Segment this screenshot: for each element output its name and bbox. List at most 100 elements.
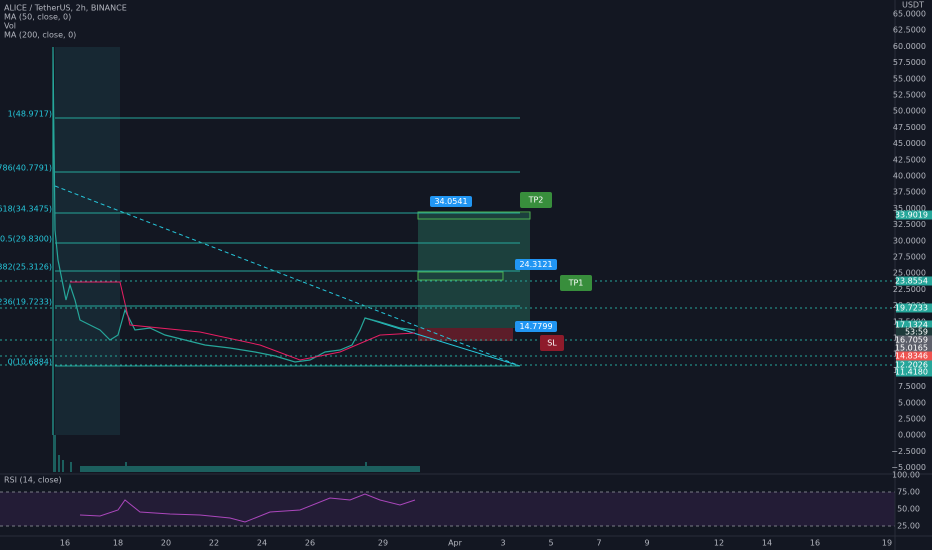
price-label: 30.0000: [893, 236, 926, 245]
date-label: 16: [60, 539, 70, 548]
price-tag: 53:59: [905, 328, 928, 337]
price-tag-bg: [896, 320, 932, 330]
annotation: TP1: [568, 279, 584, 288]
price-label: 5.0000: [898, 398, 926, 407]
date-label: 9: [644, 539, 649, 548]
price-label: 62.5000: [893, 26, 926, 35]
price-tag: 11.4180: [895, 368, 928, 377]
price-label: 50.0000: [893, 107, 926, 116]
date-label: 5: [548, 539, 553, 548]
symbol: ALICE / TetherUS, 2h, BINANCE: [4, 4, 127, 13]
price-line: [52, 46, 416, 435]
date-label: 14: [762, 539, 772, 548]
fib-label: 0.786(40.7791): [0, 164, 52, 173]
rsi-label: 75.00: [897, 488, 920, 497]
fib-label: 0.618(34.3475): [0, 205, 52, 214]
annotation-bg: [520, 192, 552, 208]
indicator: Vol: [4, 22, 16, 31]
price-tag-bg: [896, 327, 932, 337]
indicator: MA (200, close, 0): [4, 31, 76, 40]
price-label: 22.5000: [893, 285, 926, 294]
date-label: 24: [257, 539, 267, 548]
date-label: 3: [500, 539, 505, 548]
annotation: 24.3121: [519, 260, 552, 269]
fib-label: 0.5(29.8300): [0, 235, 52, 244]
date-label: 16: [810, 539, 820, 548]
date-label: 12: [714, 539, 724, 548]
date-label: 7: [596, 539, 601, 548]
price-tag: 19.7233: [895, 304, 928, 313]
fib-label: 0.236(19.7233): [0, 298, 52, 307]
price-label: 7.5000: [898, 382, 926, 391]
annotation: SL: [547, 339, 557, 348]
price-lines: [0, 280, 895, 366]
loss-zone: [418, 328, 513, 341]
session-shade: [55, 47, 120, 435]
annotation-bg: [430, 196, 472, 207]
annotation: TP2: [528, 196, 544, 205]
price-label: 60.0000: [893, 42, 926, 51]
price-label: 2.5000: [898, 415, 926, 424]
price-label: 55.0000: [893, 74, 926, 83]
date-label: Apr: [448, 539, 463, 548]
price-tag-bg: [896, 276, 932, 286]
price-tag: 33.9019: [895, 211, 928, 220]
annotation: 34.0541: [434, 197, 467, 206]
price-tag-bg: [896, 210, 932, 220]
price-label: 0.0000: [898, 431, 926, 440]
price-tag-bg: [896, 303, 932, 313]
fib-label: 1(48.9717): [8, 110, 52, 119]
price-label: 32.5000: [893, 220, 926, 229]
annotation-bg: [515, 321, 557, 332]
indicator: MA (50, close, 0): [4, 13, 71, 22]
wedge-line: [364, 317, 521, 367]
price-label: 35.0000: [893, 204, 926, 213]
ma-line: [70, 281, 416, 361]
price-tag: 16.7059: [895, 336, 928, 345]
unit: USDT: [902, 1, 924, 10]
price-tag-bg: [896, 351, 932, 361]
price-label: 47.5000: [893, 123, 926, 132]
price-label: 42.5000: [893, 155, 926, 164]
volume: [53, 435, 420, 472]
price-label: 45.0000: [893, 139, 926, 148]
rsi-label: 100.00: [892, 471, 920, 480]
fib-label: 0.382(25.3126): [0, 263, 52, 272]
annotation-bg: [540, 335, 564, 351]
date-label: 18: [113, 539, 123, 548]
price-tag: 14.8346: [895, 352, 928, 361]
price-tag-bg: [896, 367, 932, 377]
rsi-line: [79, 493, 416, 523]
fib-label: 0(10.6884): [8, 358, 52, 367]
price-label: 27.5000: [893, 253, 926, 262]
price-label: 65.0000: [893, 10, 926, 19]
rsi-label: 50.00: [897, 505, 920, 514]
rsi-title: RSI (14, close): [4, 476, 62, 485]
price-tag: 23.8554: [895, 277, 928, 286]
price-tag-bg: [896, 335, 932, 345]
date-label: 19: [882, 539, 892, 548]
annotation-bg: [515, 259, 557, 270]
date-label: 22: [209, 539, 219, 548]
tp1-box: [417, 271, 504, 281]
annotation: 14.7799: [519, 322, 552, 331]
date-label: 29: [378, 539, 388, 548]
price-tag: 12.2026: [895, 361, 928, 370]
price-label: 57.5000: [893, 58, 926, 67]
price-tag: 17.1324: [895, 321, 928, 330]
price-label: 25.0000: [893, 269, 926, 278]
date-label: 20: [161, 539, 171, 548]
price-tag: 15.0165: [895, 344, 928, 353]
price-label: 52.5000: [893, 91, 926, 100]
price-tag-bg: [896, 343, 932, 353]
date-label: 26: [305, 539, 315, 548]
price-label: −2.5000: [891, 447, 926, 456]
annotation-bg: [560, 275, 592, 291]
price-label: 37.5000: [893, 188, 926, 197]
price-label: 40.0000: [893, 172, 926, 181]
tp2-box: [417, 211, 531, 220]
rsi-band: [0, 492, 895, 526]
price-tag-bg: [896, 360, 932, 370]
